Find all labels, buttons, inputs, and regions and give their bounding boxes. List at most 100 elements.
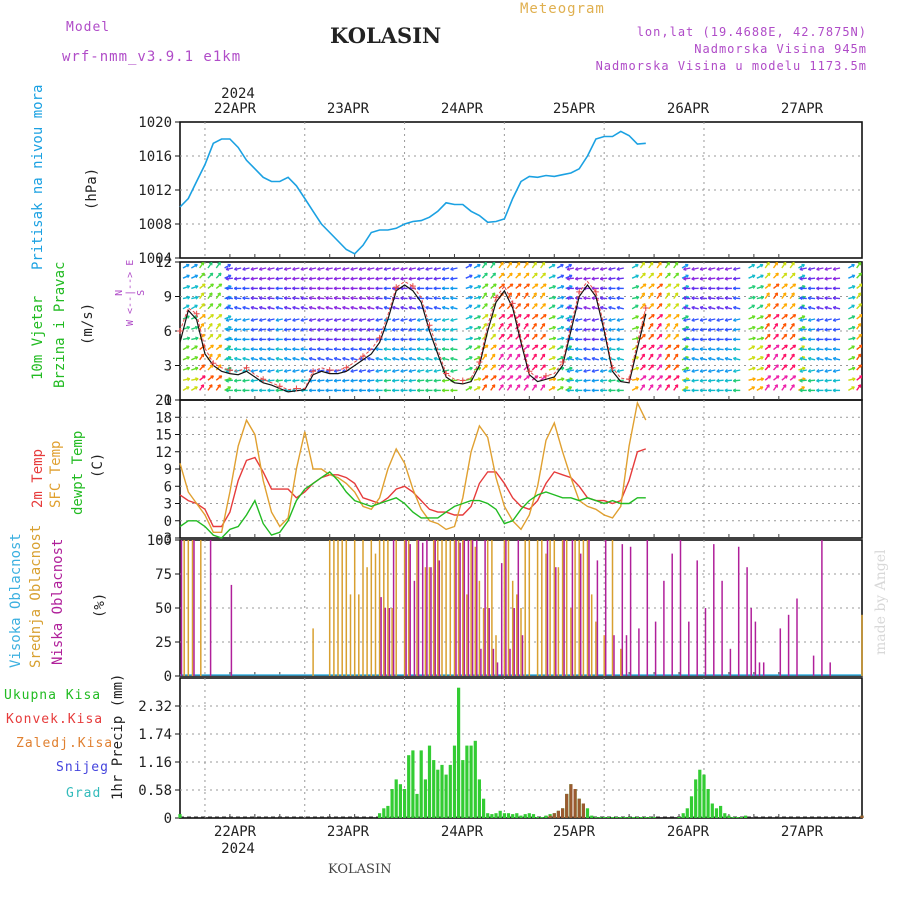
wind-arrow-head [791,353,795,358]
wind-arrow-head [275,318,279,322]
wind-arrow-head [383,347,387,352]
wind-arrow-head [608,337,612,342]
wind-arrow-head [752,325,756,330]
wind-arrow-head [468,304,473,309]
wind-arrow-head [708,356,712,361]
wind-arrow-head [433,296,437,301]
top-year-label: 2024 [221,86,255,102]
wind-arrow-head [766,333,771,338]
wind-arrow [250,328,258,331]
wind-arrow-head [350,347,354,352]
wind-arrow-head [333,296,338,301]
wind-arrow-head [807,369,812,373]
wind-arrow-head [683,327,687,332]
wind-arrow [808,328,816,331]
wind-arrow-head [202,375,206,379]
wind-arrow [506,283,514,289]
wind-arrow-head [635,315,639,319]
wind-arrow-head [807,318,812,322]
wind-arrow [816,369,824,373]
wind-arrow [816,267,824,271]
wind-arrow [275,277,283,280]
wind-arrow-head [816,327,820,332]
wind-arrow [824,318,832,322]
wind-gust-marker [626,376,633,383]
wind-arrow [182,345,190,351]
wind-arrow-head [218,333,222,338]
wind-arrow-head [616,305,620,310]
wind-arrow [358,369,367,373]
wind-arrow [342,318,350,322]
wind-arrow [764,262,770,269]
wind-arrow-head [186,325,191,330]
wind-arrow-head [508,384,512,388]
wind-arrow [824,277,832,280]
wind-arrow-head [599,267,604,271]
wind-arrow [798,315,806,320]
wind-arrow-head [635,274,639,279]
wind-arrow [392,379,400,382]
wind-arrow [583,277,591,280]
precip-total-bar [423,779,427,818]
wind-arrow [215,384,221,391]
wind-arrow [591,328,599,331]
wind-arrow-head [441,296,446,301]
wind-arrow [733,277,741,280]
wind-arrow [215,375,223,381]
wind-arrow [300,379,308,382]
wind-arrow [284,369,292,373]
wind-arrow-head [791,333,796,338]
wind-arrow [442,318,450,322]
wind-arrow [400,357,408,361]
wind-arrow-head [658,292,662,296]
wind-arrow-head [552,356,556,360]
wind-arrow [699,267,708,271]
wind-arrow [656,303,663,310]
wind-arrow-head [508,262,512,266]
wind-arrow [833,306,841,310]
wind-arrow [673,384,679,391]
precip-convective-bar [577,798,581,818]
wind-arrow-head [561,295,565,300]
wind-arrow [199,303,205,310]
temp-ylabel-dewpt: dewpt Temp [70,430,86,515]
wind-arrow-head [292,347,296,352]
precip-total-bar [685,808,689,818]
precip-total-bar [465,745,469,818]
wind-gust-marker [210,360,217,367]
wind-arrow [417,328,425,331]
wind-arrow [648,353,654,361]
precip-total-bar [469,745,473,818]
wind-arrow-head [408,388,412,393]
wind-arrow [600,348,608,351]
pressure-ylabel: Pritisak na nivou mora [30,84,46,270]
wind-arrow-head [569,366,573,371]
wind-arrow-head [267,276,271,281]
precip-total-bar [536,817,540,818]
wind-arrow [433,277,441,280]
wind-arrow-head [350,337,354,342]
wind-arrow [292,348,300,351]
wind-arrow-head [225,267,230,271]
wind-arrow-head [791,364,796,368]
wind-arrow-head [616,369,620,373]
wind-arrow-head [824,286,828,291]
wind-arrow [673,375,680,381]
wind-arrow-head [484,314,489,318]
wind-arrow-head [333,286,337,291]
wind-arrow [490,344,497,351]
wind-arrow-head [234,318,238,322]
wind-arrow [490,333,497,340]
bottom-day-label: 23APR [327,824,370,840]
wind-arrow-head [208,292,213,296]
precip-total-bar [440,764,444,818]
wind-arrow [708,379,716,382]
wind-arrow-head [799,378,803,383]
wind-arrow [583,379,591,382]
wind-arrow [481,323,487,330]
wind-arrow [724,297,732,300]
wind-arrow [664,262,670,269]
wind-arrow-head [591,378,595,383]
wind-arrow-head [416,347,421,352]
wind-arrow [548,285,556,290]
